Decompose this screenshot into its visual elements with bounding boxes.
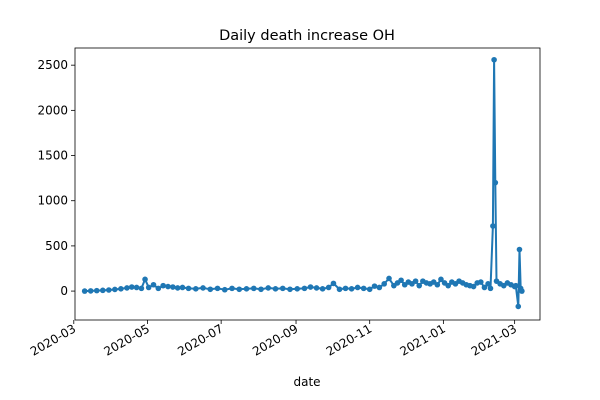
data-point	[319, 286, 326, 292]
x-tick-label: 2020-09	[250, 321, 300, 358]
data-point	[192, 286, 199, 292]
data-point	[313, 285, 320, 291]
data-point	[366, 286, 373, 293]
data-point	[376, 284, 383, 291]
data-point	[354, 284, 361, 291]
data-point	[434, 281, 441, 288]
data-point	[118, 286, 124, 292]
data-point	[145, 284, 152, 291]
y-tick-label: 1000	[37, 194, 68, 208]
data-point	[221, 286, 228, 293]
y-tick-label: 2500	[37, 58, 68, 72]
data-point	[265, 285, 272, 291]
data-point	[138, 285, 145, 292]
data-point	[214, 285, 221, 292]
data-point	[513, 282, 519, 289]
data-point	[250, 285, 257, 292]
data-point	[330, 280, 337, 287]
data-point	[381, 281, 387, 287]
data-point	[491, 56, 497, 63]
data-point	[348, 286, 355, 292]
data-point	[438, 276, 444, 283]
data-point	[106, 287, 112, 293]
x-tick-label: 2020-11	[324, 321, 374, 358]
data-point	[481, 284, 488, 291]
data-point	[124, 285, 130, 291]
data-point	[516, 246, 523, 253]
data-point	[272, 286, 279, 292]
data-point	[170, 284, 176, 290]
data-point	[360, 285, 367, 292]
x-tick-label: 2021-01	[397, 321, 447, 358]
data-point	[243, 286, 250, 292]
data-point	[128, 284, 135, 290]
data-point	[142, 276, 148, 283]
data-point	[342, 285, 349, 292]
data-point	[179, 284, 186, 291]
data-point	[160, 282, 166, 289]
data-point	[207, 286, 214, 293]
y-tick-label: 0	[60, 284, 68, 298]
data-point	[165, 283, 171, 290]
data-point	[155, 285, 162, 292]
data-point	[112, 286, 118, 293]
data-point	[81, 288, 88, 294]
data-point	[229, 285, 235, 292]
x-tick-label: 2020-05	[102, 321, 152, 358]
data-point	[386, 275, 392, 282]
data-point	[150, 281, 157, 288]
y-axis: 0 500 1000 1500 2000 2500	[37, 58, 75, 298]
data-point	[490, 223, 496, 229]
data-point	[371, 283, 378, 289]
chart-title: Daily death increase OH	[219, 28, 395, 44]
data-point	[301, 285, 308, 292]
data-point	[174, 285, 181, 291]
data-point	[185, 285, 192, 292]
data-point	[93, 287, 100, 294]
data-point	[336, 286, 343, 293]
data-point	[485, 281, 491, 287]
data-point	[258, 286, 264, 293]
data-point	[445, 282, 452, 289]
data-point	[515, 303, 522, 310]
data-point	[398, 277, 404, 284]
data-point	[519, 288, 525, 294]
plot-area	[74, 47, 541, 321]
data-point	[492, 179, 499, 186]
data-point	[133, 284, 140, 291]
data-point	[416, 282, 423, 289]
data-point	[487, 285, 494, 292]
x-axis: 2020-03 2020-05 2020-07 2020-09 2020-11 2021-…	[28, 320, 519, 359]
data-point	[412, 278, 419, 284]
data-point	[99, 287, 106, 294]
data-point	[325, 284, 332, 291]
data-point	[279, 285, 286, 292]
x-tick-label: 2020-07	[175, 321, 225, 358]
y-tick-label: 1500	[37, 149, 68, 163]
data-point	[470, 283, 477, 290]
data-point	[294, 286, 301, 292]
data-point	[236, 286, 243, 293]
data-point	[200, 285, 206, 291]
x-tick-label: 2021-03	[469, 321, 519, 358]
data-point	[287, 286, 293, 293]
x-axis-label: date	[293, 375, 320, 389]
series-layer	[81, 56, 525, 310]
y-tick-label: 2000	[37, 103, 68, 117]
data-point	[307, 284, 314, 290]
x-tick-label: 2020-03	[28, 321, 78, 358]
series-line	[84, 58, 523, 308]
data-point	[478, 279, 484, 285]
y-tick-label: 500	[45, 239, 68, 253]
data-point	[87, 288, 94, 294]
